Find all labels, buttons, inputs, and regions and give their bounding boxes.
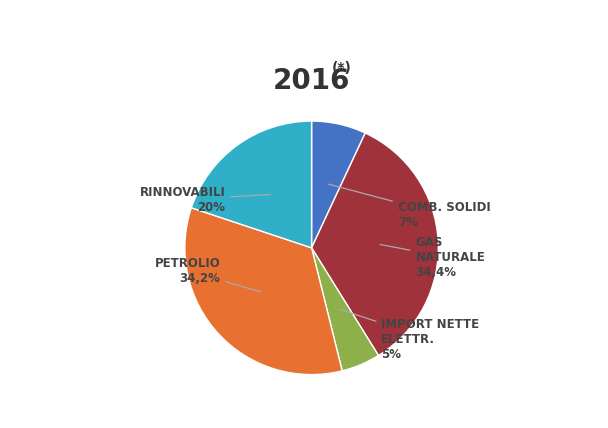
Wedge shape xyxy=(311,121,365,248)
Text: (*): (*) xyxy=(332,61,352,75)
Wedge shape xyxy=(185,208,342,374)
Wedge shape xyxy=(192,121,311,248)
Text: RINNOVABILI
20%: RINNOVABILI 20% xyxy=(139,186,271,214)
Text: GAS
NATURALE
34,4%: GAS NATURALE 34,4% xyxy=(380,236,485,279)
Text: 2016: 2016 xyxy=(273,66,350,95)
Wedge shape xyxy=(311,133,438,356)
Text: COMB. SOLIDI
7%: COMB. SOLIDI 7% xyxy=(328,184,491,229)
Text: PETROLIO
34,2%: PETROLIO 34,2% xyxy=(154,257,261,292)
Wedge shape xyxy=(311,248,379,371)
Text: IMPORT NETTE
ELETTR.
5%: IMPORT NETTE ELETTR. 5% xyxy=(340,309,480,361)
